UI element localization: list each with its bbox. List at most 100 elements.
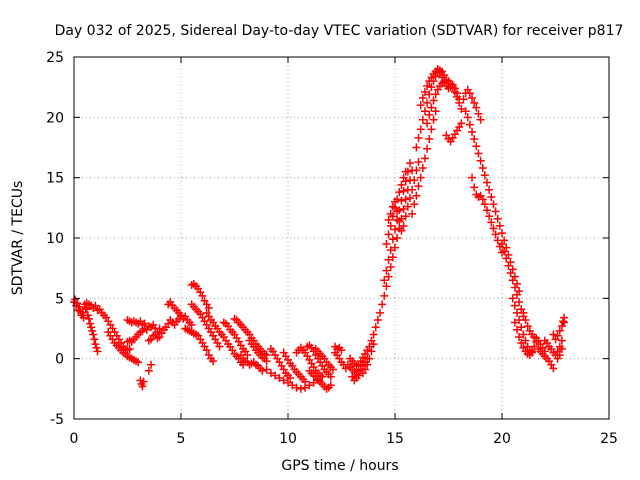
data-point [399, 205, 408, 214]
data-point [468, 127, 477, 136]
data-point [491, 207, 500, 216]
data-point [384, 230, 393, 239]
data-point [457, 119, 466, 128]
data-point [92, 343, 101, 352]
data-point [431, 107, 440, 116]
data-point [266, 369, 275, 378]
data-point [523, 322, 532, 331]
x-tick-label: 25 [600, 431, 618, 447]
x-tick-label: 5 [177, 431, 186, 447]
y-tick-label: 25 [46, 50, 64, 66]
data-point [553, 331, 562, 340]
data-point [275, 373, 284, 382]
data-point [386, 221, 395, 230]
data-point [399, 186, 408, 195]
data-point [557, 336, 566, 345]
data-point [382, 240, 391, 249]
data-point [363, 360, 372, 369]
data-point [403, 202, 412, 211]
data-point [187, 320, 196, 329]
data-point [508, 276, 517, 285]
data-point [138, 382, 147, 391]
data-point [384, 255, 393, 264]
data-point [91, 301, 100, 310]
data-point [258, 366, 267, 375]
tick-labels: 0 5 10 15 20 25 -5 0 5 10 15 20 25 [46, 50, 618, 447]
data-point [292, 383, 301, 392]
data-point [209, 357, 218, 366]
data-point [354, 371, 363, 380]
data-point [144, 366, 153, 375]
data-point [391, 243, 399, 252]
data-point [555, 351, 564, 360]
data-point [416, 173, 425, 182]
data-point [326, 381, 335, 390]
data-point [517, 323, 526, 332]
data-point [418, 94, 427, 103]
data-point [384, 272, 393, 281]
data-point [262, 365, 271, 374]
data-point [388, 202, 397, 211]
data-point [410, 200, 419, 209]
data-point [93, 347, 102, 356]
data-point [79, 313, 88, 322]
data-point [557, 345, 566, 354]
data-point [204, 303, 213, 312]
data-point [397, 180, 406, 189]
data-point [139, 377, 148, 386]
data-point [420, 107, 429, 116]
data-point [459, 95, 468, 104]
data-point [472, 103, 481, 112]
data-point [386, 246, 395, 255]
data-point [401, 195, 410, 204]
data-point [468, 173, 477, 182]
chart-title: Day 032 of 2025, Sidereal Day-to-day VTE… [55, 23, 624, 39]
data-point [423, 144, 432, 153]
data-point [512, 290, 521, 299]
data-point [498, 229, 506, 238]
y-axis-label: SDTVAR / TECUs [10, 181, 26, 296]
data-point [418, 115, 427, 124]
data-point [510, 301, 519, 310]
data-point [427, 83, 436, 92]
data-point [465, 89, 474, 98]
data-point [470, 183, 479, 192]
data-point [412, 166, 421, 175]
data-point [485, 212, 494, 221]
data-point [480, 171, 489, 180]
x-tick-label: 20 [493, 431, 511, 447]
data-point [408, 185, 417, 194]
data-point [296, 384, 305, 393]
data-point [500, 247, 509, 256]
data-point [367, 336, 376, 345]
data-point [309, 378, 318, 387]
data-point [429, 96, 438, 105]
data-point [412, 143, 421, 152]
data-point [414, 157, 423, 166]
data-point [502, 254, 511, 263]
data-point [560, 318, 569, 327]
data-point [391, 197, 399, 206]
data-point [361, 365, 370, 374]
data-point [457, 104, 466, 113]
data-point [455, 98, 464, 107]
data-point [90, 335, 99, 344]
data-point [391, 225, 399, 234]
data-point [408, 209, 417, 218]
data-point [83, 311, 92, 320]
data-point [470, 98, 479, 107]
data-point [527, 347, 536, 356]
data-point [365, 342, 374, 351]
data-point [395, 217, 404, 226]
data-point [89, 330, 98, 339]
data-point [412, 191, 421, 200]
data-point [489, 200, 498, 209]
data-point [198, 291, 207, 300]
data-point [380, 291, 389, 300]
data-point [125, 345, 134, 354]
data-point [521, 316, 530, 325]
data-point [410, 176, 419, 185]
data-point [279, 376, 288, 385]
